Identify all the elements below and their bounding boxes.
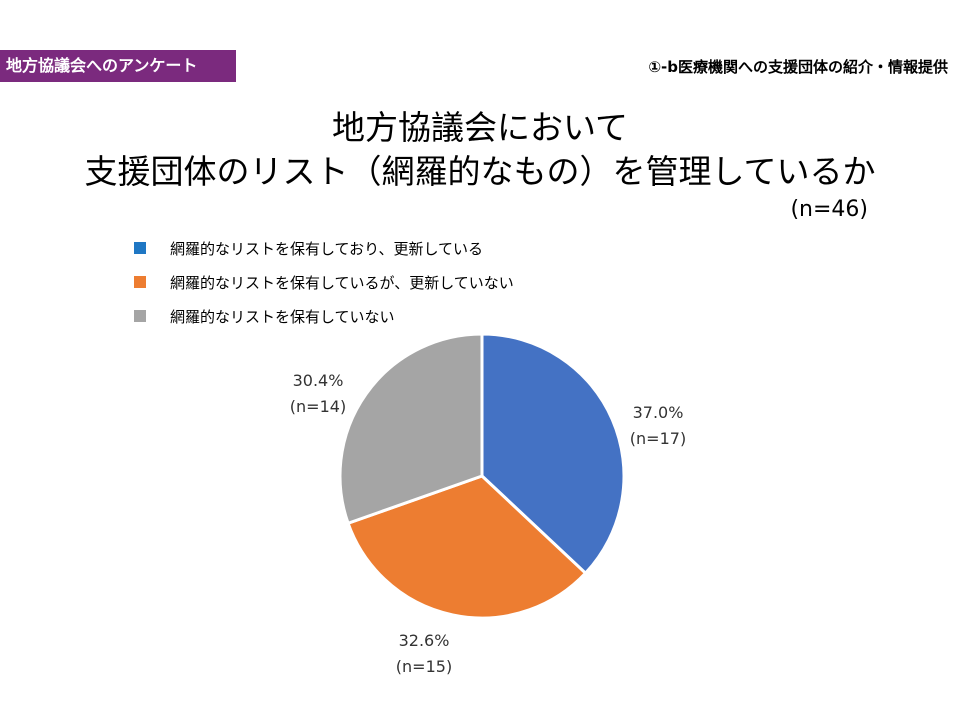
chart-title-line2: 支援団体のリスト（網羅的なもの）を管理しているか bbox=[84, 152, 876, 191]
legend-label: 網羅的なリストを保有していない bbox=[170, 307, 395, 326]
legend-swatch bbox=[134, 310, 146, 322]
slice-count-label: (n=14) bbox=[290, 397, 346, 416]
legend-label: 網羅的なリストを保有しており、更新している bbox=[170, 239, 484, 258]
slice-count-label: (n=15) bbox=[396, 657, 452, 676]
legend-swatch bbox=[134, 242, 146, 254]
slice-percent-label: 37.0% bbox=[633, 403, 684, 422]
pie-slice bbox=[480, 332, 626, 576]
chart-title: 地方協議会において 支援団体のリスト（網羅的なもの）を管理しているか bbox=[0, 106, 960, 194]
chart-title-line1: 地方協議会において bbox=[331, 108, 628, 147]
legend-item: 網羅的なリストを保有していない bbox=[134, 299, 514, 333]
legend: 網羅的なリストを保有しており、更新している 網羅的なリストを保有しているが、更新… bbox=[134, 231, 514, 333]
pie-slice bbox=[338, 332, 484, 526]
survey-badge: 地方協議会へのアンケート bbox=[0, 50, 236, 82]
legend-item: 網羅的なリストを保有しており、更新している bbox=[134, 231, 514, 265]
pie-slice bbox=[346, 474, 588, 620]
slice-percent-label: 32.6% bbox=[399, 631, 450, 650]
section-title: ①-b医療機関への支援団体の紹介・情報提供 bbox=[648, 58, 948, 76]
total-count: (n=46) bbox=[790, 197, 868, 222]
legend-swatch bbox=[134, 276, 146, 288]
slice-percent-label: 30.4% bbox=[293, 371, 344, 390]
legend-item: 網羅的なリストを保有しているが、更新していない bbox=[134, 265, 514, 299]
legend-label: 網羅的なリストを保有しているが、更新していない bbox=[170, 273, 514, 292]
slice-count-label: (n=17) bbox=[630, 429, 686, 448]
